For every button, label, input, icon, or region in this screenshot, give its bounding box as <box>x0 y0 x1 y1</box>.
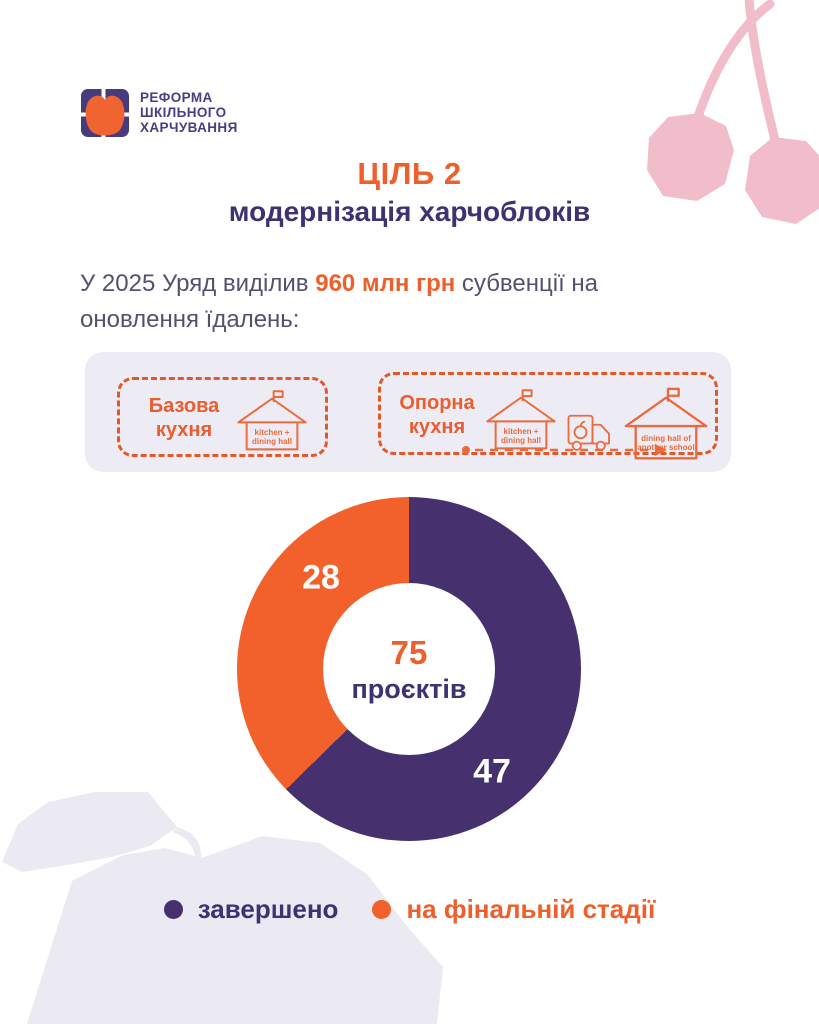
slice-value-final-stage: 28 <box>302 558 340 597</box>
cherries-decoration <box>692 0 781 149</box>
delivery-truck-icon <box>567 412 615 458</box>
brand-name: РЕФОРМА ШКІЛЬНОГО ХАРЧУВАННЯ <box>140 88 238 135</box>
intro-text: У 2025 Уряд виділив 960 млн грн субвенці… <box>80 266 740 338</box>
apple-icon <box>573 420 588 440</box>
slice-value-completed: 47 <box>473 752 511 791</box>
legend-dot <box>372 900 392 919</box>
hub-kitchen-label: Опорна кухня <box>399 392 475 438</box>
kitchen-types-panel: Базова кухня kitchen + dining hall Опорн… <box>85 352 731 472</box>
brand-name-line: ШКІЛЬНОГО <box>140 105 227 120</box>
donut-center-value: 75 <box>390 633 428 671</box>
intro-text-part: оновлення їдалень: <box>80 306 300 333</box>
intro-text-part: субвенції на <box>455 270 599 297</box>
school-building-icon: kitchen + dining hall <box>236 388 308 452</box>
building-caption: kitchen + dining hall <box>252 427 292 446</box>
legend-dot <box>163 900 183 919</box>
legend-label: завершено <box>197 894 339 924</box>
legend-label: на фінальній стадії <box>406 894 656 924</box>
school-building-icon: dining hall of another school <box>623 385 709 461</box>
donut-center: 75 проєктів <box>323 583 495 755</box>
hub-kitchen-card: Опорна кухня kitchen + dining hall <box>378 372 718 460</box>
building-caption: dining hall of another school <box>637 434 695 453</box>
brand-logo-icon <box>81 89 129 137</box>
brand-name-line: РЕФОРМА <box>140 90 213 105</box>
goal-title: ЦІЛЬ 2 <box>357 156 462 191</box>
chart-legend: завершено на фінальній стадії <box>0 894 819 925</box>
school-building-icon: kitchen + dining hall <box>485 387 557 451</box>
basic-kitchen-card: Базова кухня kitchen + dining hall <box>117 377 328 457</box>
flow-arrow-icon <box>462 444 667 456</box>
donut-center-label: проєктів <box>351 673 467 704</box>
basic-kitchen-label: Базова кухня <box>148 395 220 441</box>
intro-text-part: У 2025 Уряд виділив <box>80 270 316 297</box>
legend-item-completed: завершено <box>163 894 339 925</box>
brand-name-line: ХАРЧУВАННЯ <box>140 120 238 135</box>
brand-logo: РЕФОРМА ШКІЛЬНОГО ХАРЧУВАННЯ <box>80 88 238 138</box>
page-title: модернізація харчоблоків <box>228 196 591 227</box>
building-caption: kitchen + dining hall <box>501 426 541 445</box>
legend-item-final-stage: на фінальній стадії <box>372 894 655 925</box>
intro-highlight-amount: 960 млн грн <box>315 270 456 297</box>
